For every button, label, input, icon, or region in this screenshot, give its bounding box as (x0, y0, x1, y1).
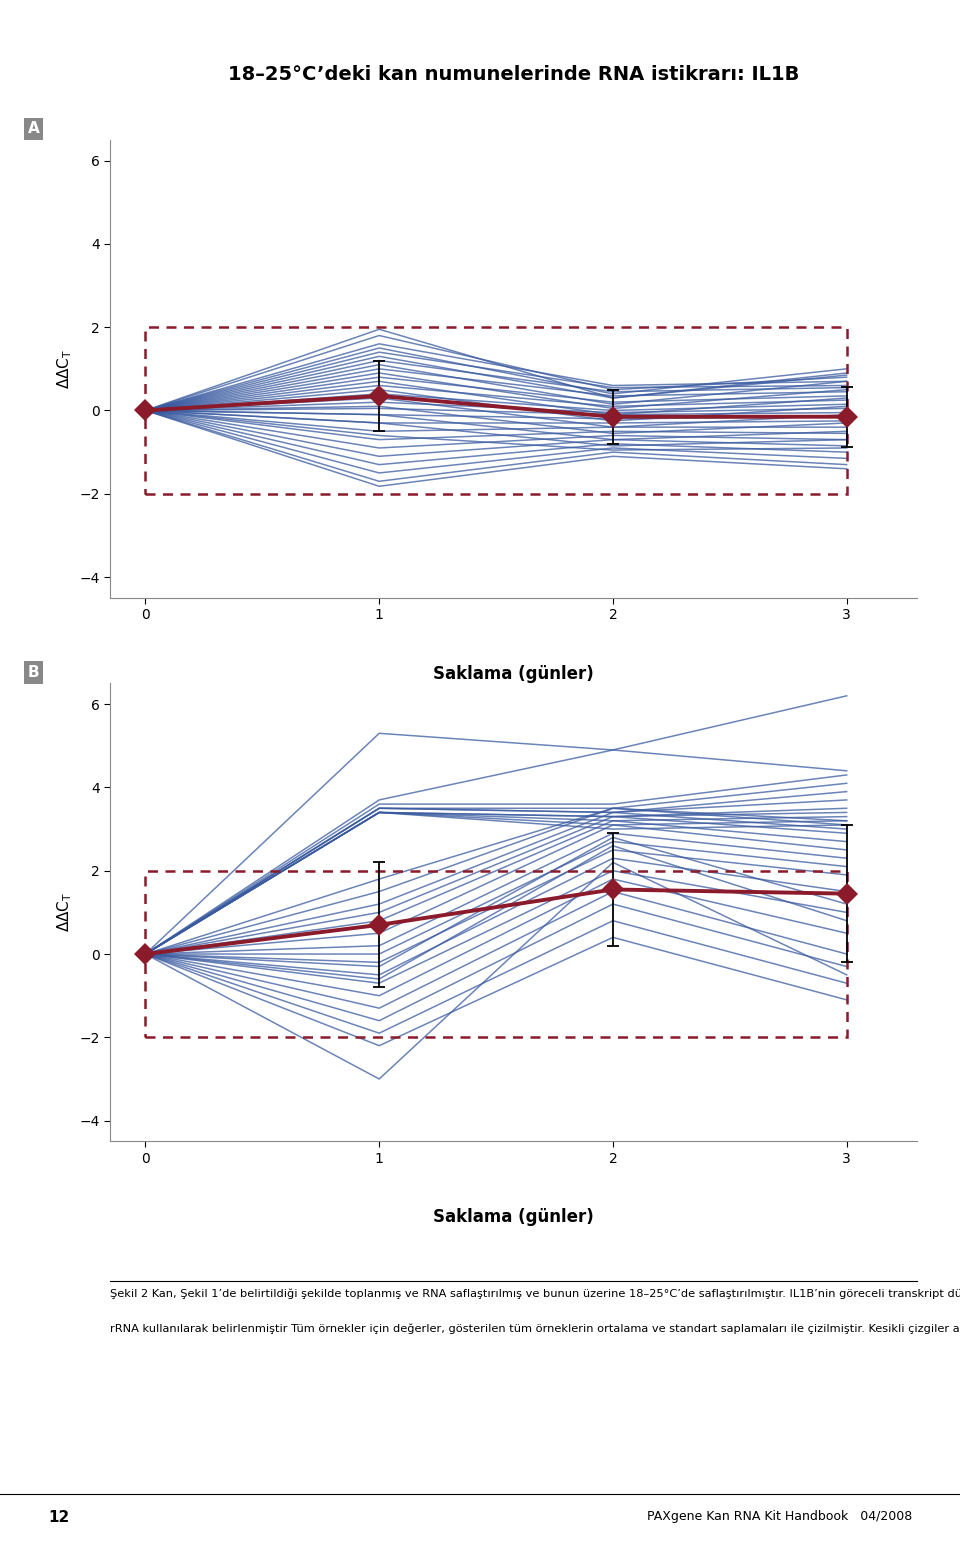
Text: Şekil 2 Kan, Şekil 1’de belirtildiği şekilde toplanmış ve RNA saflaştırılmış ve : Şekil 2 Kan, Şekil 1’de belirtildiği şek… (110, 1289, 960, 1300)
Bar (146, 871, 847, 1037)
Text: B: B (28, 665, 39, 680)
Text: A: A (28, 121, 39, 137)
Text: 18–25°C’deki kan numunelerinde RNA istikrarı: IL1B: 18–25°C’deki kan numunelerinde RNA istik… (228, 65, 800, 84)
Text: Saklama (günler): Saklama (günler) (433, 665, 594, 683)
Text: Saklama (günler): Saklama (günler) (433, 1208, 594, 1227)
Text: 12: 12 (48, 1510, 69, 1525)
Y-axis label: $\mathregular{\Delta\Delta}$C$_\mathregular{T}$: $\mathregular{\Delta\Delta}$C$_\mathregu… (56, 893, 74, 932)
Bar (146, 328, 847, 494)
Text: rRNA kullanılarak belirlenmiştir Tüm örnekler için değerler, gösterilen tüm örne: rRNA kullanılarak belirlenmiştir Tüm örn… (110, 1323, 960, 1334)
Text: PAXgene Kan RNA Kit Handbook   04/2008: PAXgene Kan RNA Kit Handbook 04/2008 (647, 1510, 912, 1522)
Y-axis label: $\mathregular{\Delta\Delta}$C$_\mathregular{T}$: $\mathregular{\Delta\Delta}$C$_\mathregu… (56, 349, 74, 388)
